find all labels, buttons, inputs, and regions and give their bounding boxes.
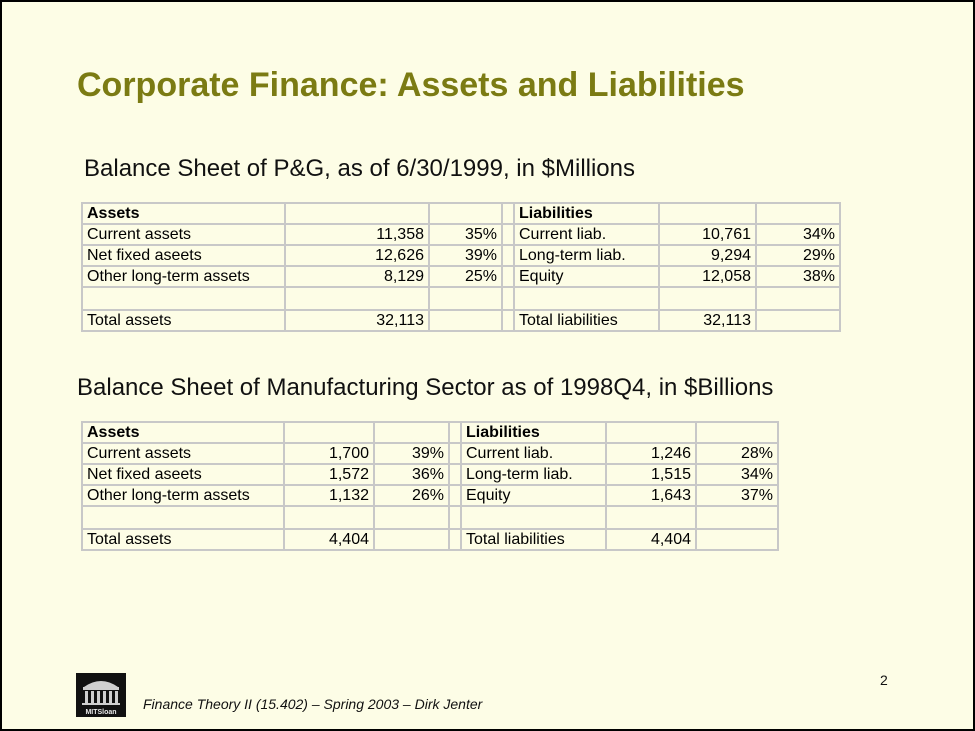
total-row: Total assets 4,404 Total liabilities 4,4… bbox=[81, 528, 779, 551]
table-header-row: Assets Liabilities bbox=[81, 421, 779, 444]
liability-label: Long-term liab. bbox=[513, 244, 660, 267]
pg-balance-sheet-table: Assets Liabilities Current assets 11,358… bbox=[81, 202, 841, 332]
liability-value: 1,246 bbox=[605, 442, 697, 465]
liability-pct: 28% bbox=[695, 442, 779, 465]
total-liabilities-value: 32,113 bbox=[658, 309, 757, 332]
table-row: Net fixed aseets 12,626 39% Long-term li… bbox=[81, 244, 841, 267]
total-assets-value: 32,113 bbox=[284, 309, 430, 332]
total-assets-label: Total assets bbox=[81, 309, 286, 332]
total-liabilities-label: Total liabilities bbox=[460, 528, 607, 551]
mit-sloan-logo: MITSloan bbox=[76, 673, 126, 717]
liability-label: Equity bbox=[460, 484, 607, 507]
page-number: 2 bbox=[880, 672, 888, 688]
asset-value: 11,358 bbox=[284, 223, 430, 246]
table-header-row: Assets Liabilities bbox=[81, 202, 841, 225]
liability-pct: 38% bbox=[755, 265, 841, 288]
asset-pct: 39% bbox=[428, 244, 503, 267]
total-liabilities-value: 4,404 bbox=[605, 528, 697, 551]
asset-label: Current assets bbox=[81, 442, 285, 465]
liability-value: 1,515 bbox=[605, 463, 697, 486]
total-row: Total assets 32,113 Total liabilities 32… bbox=[81, 309, 841, 332]
footer-text: Finance Theory II (15.402) – Spring 2003… bbox=[143, 696, 483, 712]
total-liabilities-label: Total liabilities bbox=[513, 309, 660, 332]
liability-value: 1,643 bbox=[605, 484, 697, 507]
asset-pct: 39% bbox=[373, 442, 450, 465]
table-row: Other long-term assets 8,129 25% Equity … bbox=[81, 265, 841, 288]
blank-row bbox=[81, 505, 779, 530]
asset-label: Other long-term assets bbox=[81, 265, 286, 288]
asset-value: 1,132 bbox=[283, 484, 375, 507]
liability-value: 10,761 bbox=[658, 223, 757, 246]
asset-value: 8,129 bbox=[284, 265, 430, 288]
liability-pct: 29% bbox=[755, 244, 841, 267]
asset-label: Net fixed aseets bbox=[81, 244, 286, 267]
pg-heading: Balance Sheet of P&G, as of 6/30/1999, i… bbox=[84, 155, 636, 182]
liability-pct: 37% bbox=[695, 484, 779, 507]
svg-text:MITSloan: MITSloan bbox=[85, 709, 116, 716]
mfg-balance-sheet-table: Assets Liabilities Current assets 1,700 … bbox=[81, 421, 779, 551]
liability-value: 12,058 bbox=[658, 265, 757, 288]
liability-label: Current liab. bbox=[460, 442, 607, 465]
asset-pct: 36% bbox=[373, 463, 450, 486]
liability-value: 9,294 bbox=[658, 244, 757, 267]
table-row: Other long-term assets 1,132 26% Equity … bbox=[81, 484, 779, 507]
asset-label: Net fixed aseets bbox=[81, 463, 285, 486]
table-row: Current assets 11,358 35% Current liab. … bbox=[81, 223, 841, 246]
asset-pct: 35% bbox=[428, 223, 503, 246]
liability-label: Equity bbox=[513, 265, 660, 288]
asset-pct: 26% bbox=[373, 484, 450, 507]
table-row: Current assets 1,700 39% Current liab. 1… bbox=[81, 442, 779, 465]
total-assets-value: 4,404 bbox=[283, 528, 375, 551]
slide-title: Corporate Finance: Assets and Liabilitie… bbox=[77, 66, 745, 104]
liability-pct: 34% bbox=[755, 223, 841, 246]
asset-value: 1,700 bbox=[283, 442, 375, 465]
asset-value: 1,572 bbox=[283, 463, 375, 486]
assets-header: Assets bbox=[81, 421, 285, 444]
liability-label: Current liab. bbox=[513, 223, 660, 246]
liabilities-header: Liabilities bbox=[513, 202, 660, 225]
asset-pct: 25% bbox=[428, 265, 503, 288]
assets-header: Assets bbox=[81, 202, 286, 225]
asset-value: 12,626 bbox=[284, 244, 430, 267]
asset-label: Current assets bbox=[81, 223, 286, 246]
mfg-heading: Balance Sheet of Manufacturing Sector as… bbox=[77, 374, 774, 401]
total-assets-label: Total assets bbox=[81, 528, 285, 551]
liabilities-header: Liabilities bbox=[460, 421, 607, 444]
liability-label: Long-term liab. bbox=[460, 463, 607, 486]
blank-row bbox=[81, 286, 841, 311]
table-row: Net fixed aseets 1,572 36% Long-term lia… bbox=[81, 463, 779, 486]
liability-pct: 34% bbox=[695, 463, 779, 486]
asset-label: Other long-term assets bbox=[81, 484, 285, 507]
